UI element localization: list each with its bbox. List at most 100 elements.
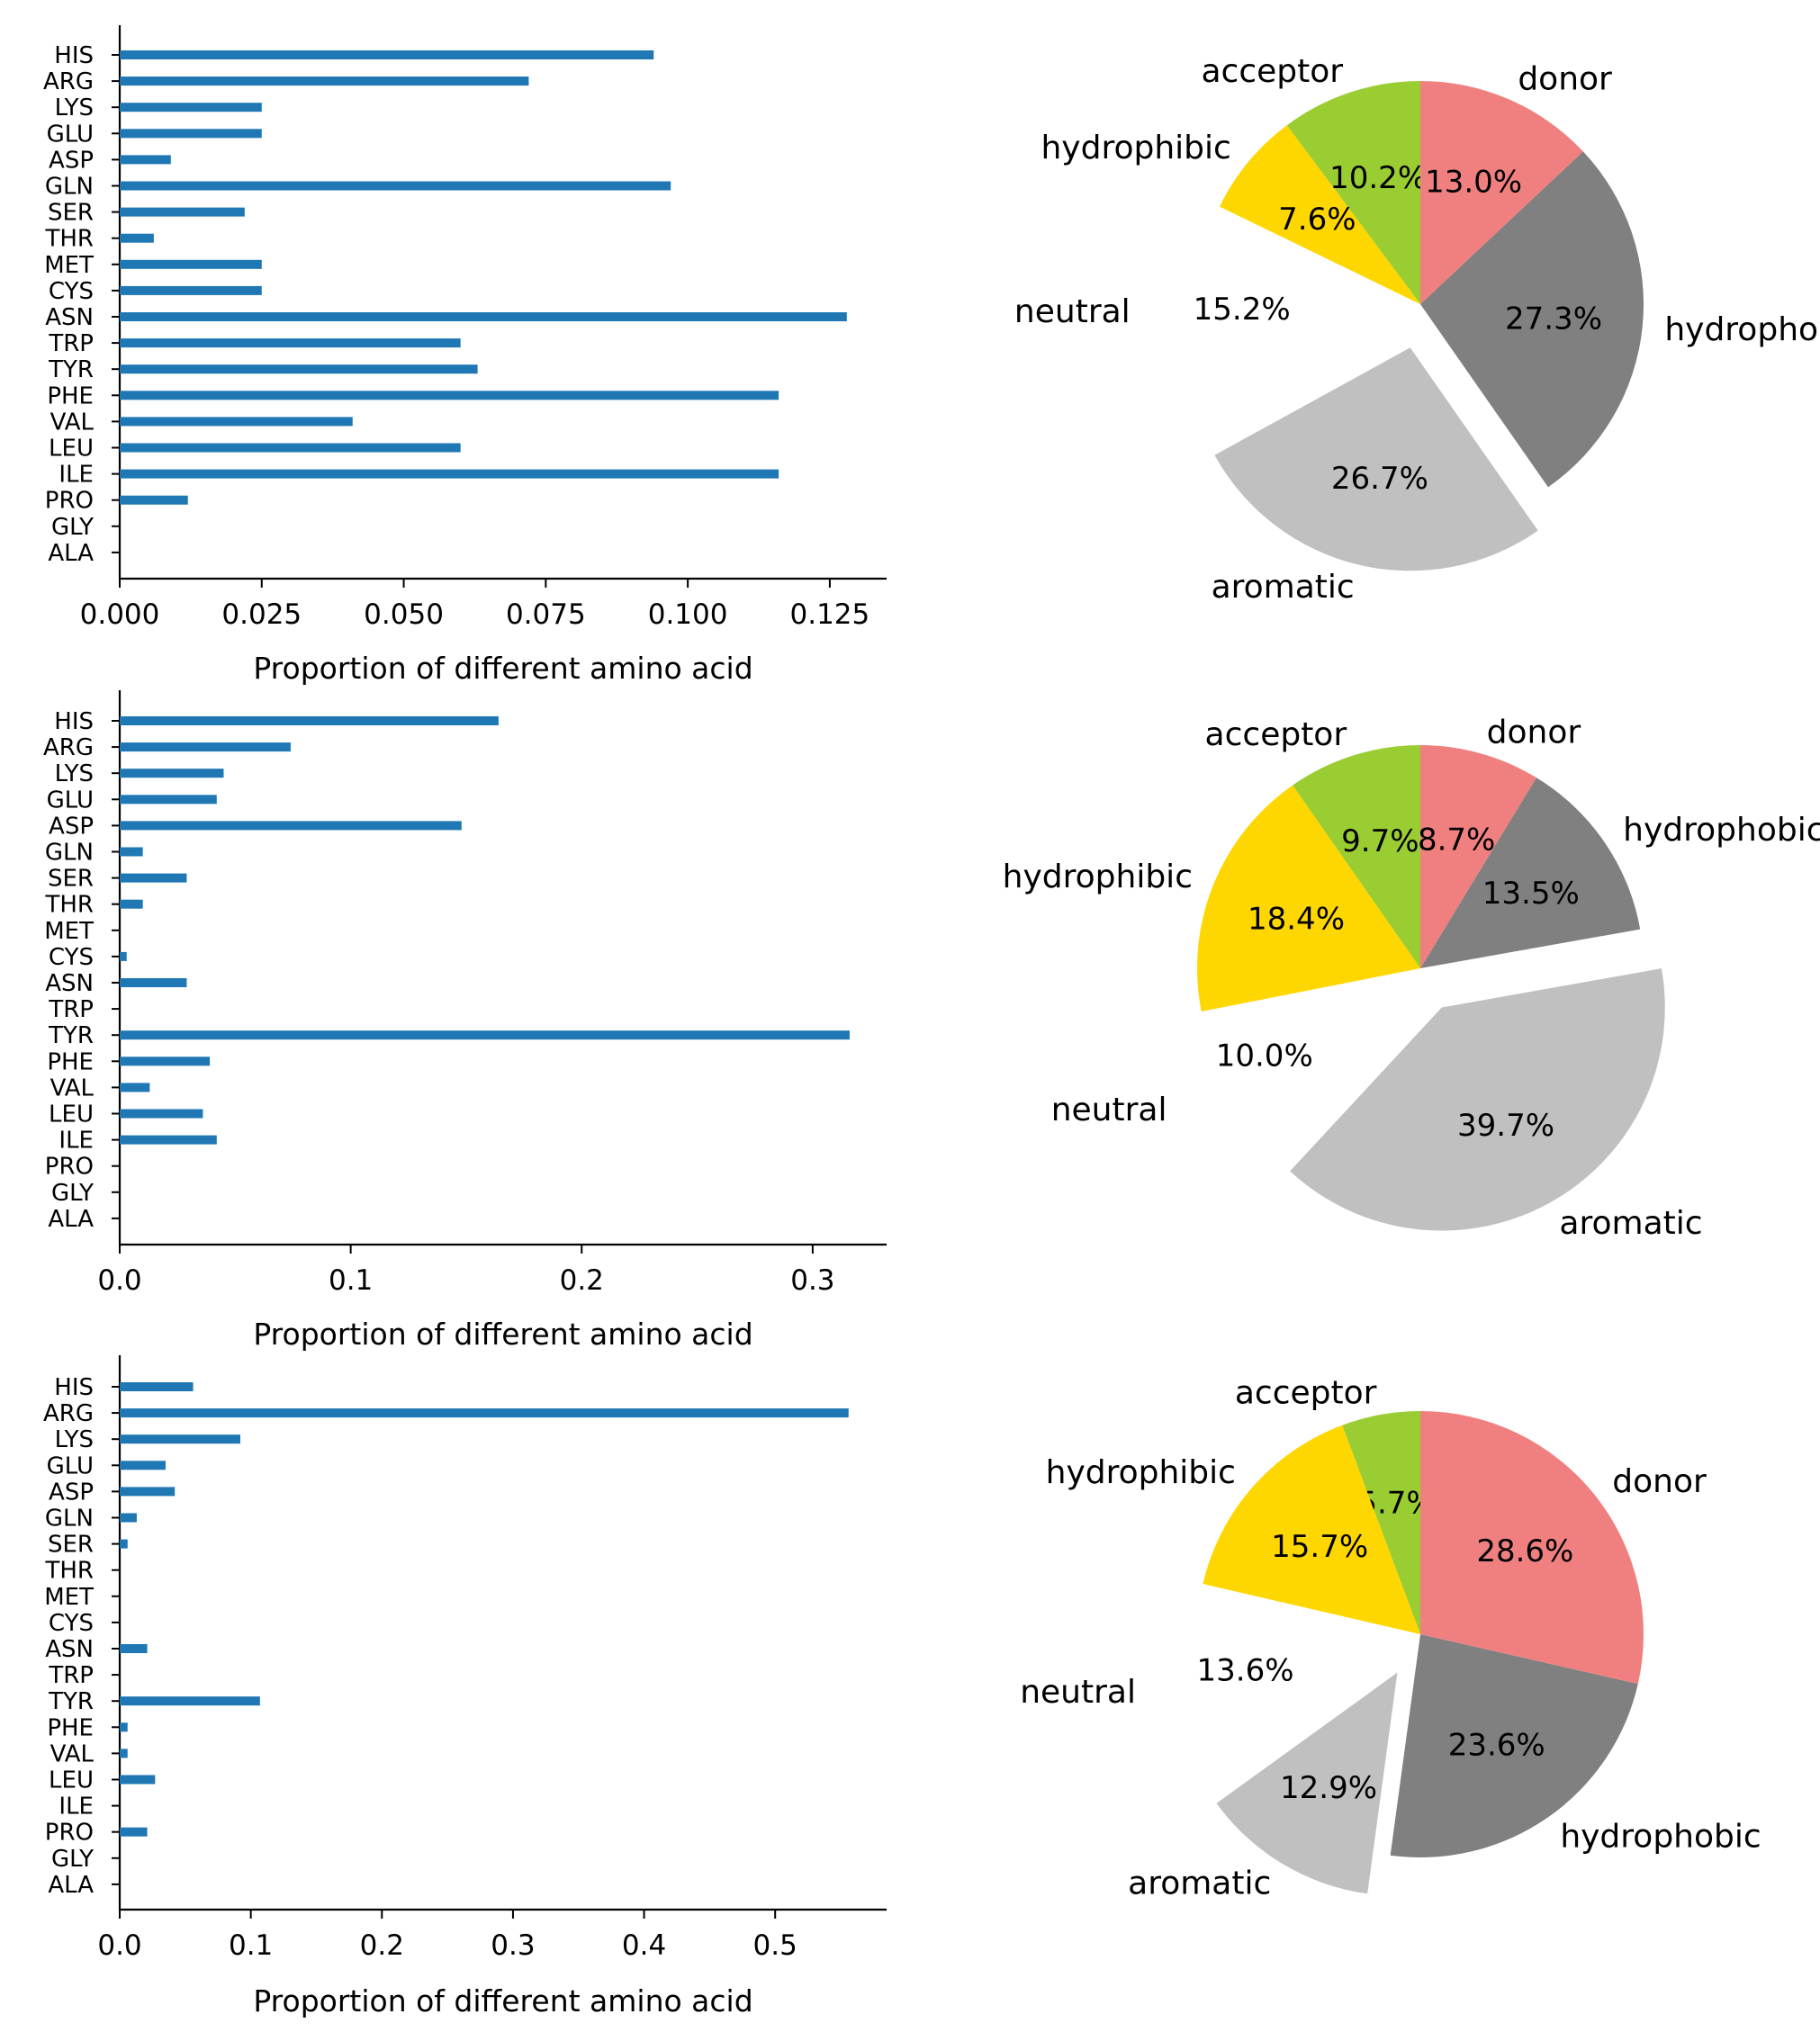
x-tick-label: 0.025 — [221, 598, 302, 631]
y-tick-label: PHE — [47, 382, 94, 409]
bar-gln — [120, 181, 671, 191]
bar-asp — [120, 1487, 176, 1497]
y-tick-label: GLN — [45, 1506, 94, 1533]
bar-asn — [120, 978, 187, 987]
bar-tyr — [120, 364, 478, 374]
x-axis-label: Proportion of different amino acid — [253, 1983, 752, 2019]
y-tick-label: VAL — [50, 409, 95, 436]
bar-ser — [120, 873, 187, 883]
x-axis-label: Proportion of different amino acid — [253, 1317, 752, 1352]
y-tick-label: ASP — [49, 813, 94, 840]
pie-slice-neutral — [1152, 207, 1376, 413]
bar-phe — [120, 1056, 211, 1066]
y-tick-label: ARG — [43, 734, 94, 761]
pie-slice-donor — [1420, 745, 1536, 968]
bar-asn — [120, 312, 847, 321]
y-tick-label: GLY — [51, 1180, 94, 1207]
bar-pro — [120, 495, 188, 505]
bar-lys — [120, 103, 262, 112]
pie-category-label: acceptor — [1201, 53, 1343, 90]
bar-phe — [120, 1722, 128, 1732]
x-tick-label: 0.100 — [648, 598, 728, 631]
bar-ile — [120, 1135, 217, 1145]
x-tick-label: 0.0 — [97, 1929, 141, 1962]
bar-gln — [120, 847, 143, 857]
y-tick-label: ASN — [45, 304, 94, 331]
bar-thr — [120, 233, 154, 243]
x-tick-label: 0.050 — [364, 598, 444, 631]
x-tick-label: 0.1 — [329, 1264, 373, 1297]
y-tick-label: TRP — [48, 330, 94, 357]
bar-glu — [120, 1461, 166, 1470]
x-tick-label: 0.075 — [506, 598, 586, 631]
bar-ile — [120, 469, 779, 479]
y-tick-label: TYR — [48, 1022, 94, 1049]
pie-pct-label: 13.5% — [1482, 876, 1580, 912]
pie-category-label: aromatic — [1128, 1866, 1271, 1902]
pie-pct-label: 28.6% — [1476, 1533, 1573, 1569]
y-tick-label: PRO — [45, 1154, 94, 1181]
y-tick-label: HIS — [54, 42, 94, 69]
pie-category-label: acceptor — [1235, 1375, 1377, 1412]
bar-lys — [120, 1434, 240, 1444]
pie-slice-hydrophobic — [1420, 778, 1641, 968]
y-tick-label: PRO — [45, 488, 94, 515]
x-tick-label: 0.0 — [97, 1264, 141, 1297]
y-tick-label: GLU — [47, 787, 94, 814]
pie-pct-label: 13.0% — [1425, 164, 1522, 200]
pie-pct-label: 39.7% — [1457, 1108, 1554, 1144]
pie-category-label: hydrophibic — [1046, 1454, 1236, 1491]
bar-arg — [120, 76, 529, 86]
pie-slice-donor — [1420, 1411, 1644, 1685]
y-tick-label: TYR — [48, 1688, 94, 1715]
pie-category-label: neutral — [1020, 1674, 1136, 1711]
y-tick-label: THR — [45, 226, 95, 253]
pie-slice-aromatic — [1214, 347, 1538, 571]
x-tick-label: 0.3 — [491, 1929, 535, 1962]
bar-cys — [120, 285, 262, 295]
bar-his — [120, 716, 499, 725]
bar-tyr — [120, 1030, 850, 1040]
y-tick-label: SER — [48, 200, 94, 227]
y-tick-label: VAL — [50, 1740, 95, 1767]
pie-slice-aromatic — [1290, 968, 1665, 1231]
y-tick-label: MET — [44, 1584, 94, 1611]
y-tick-label: ILE — [59, 1128, 94, 1155]
pie-slice-acceptor — [1286, 81, 1420, 304]
bar-chart-1: HISARGLYSGLUASPGLNSERTHRMETCYSASNTRPTYRP… — [43, 25, 887, 686]
y-tick-label: GLU — [47, 121, 94, 148]
bar-chart-3: HISARGLYSGLUASPGLNSERTHRMETCYSASNTRPTYRP… — [43, 1355, 887, 2019]
y-tick-label: GLY — [51, 514, 94, 541]
y-tick-label: ALA — [48, 1206, 94, 1233]
bar-met — [120, 259, 262, 269]
y-tick-label: ARG — [43, 1400, 94, 1427]
y-tick-label: THR — [45, 892, 95, 919]
y-tick-label: MET — [44, 252, 94, 279]
y-tick-label: ALA — [48, 540, 94, 567]
x-tick-label: 0.3 — [790, 1264, 834, 1297]
bar-phe — [120, 391, 779, 400]
y-tick-label: ASN — [45, 1636, 94, 1663]
pie-pct-label: 18.4% — [1248, 901, 1345, 937]
pie-category-label: donor — [1612, 1463, 1707, 1500]
bar-val — [120, 1083, 150, 1092]
y-tick-label: LYS — [55, 94, 94, 121]
y-tick-label: TRP — [48, 996, 94, 1023]
y-tick-label: TRP — [48, 1662, 94, 1689]
pie-pct-label: 9.7% — [1341, 823, 1419, 859]
bar-ser — [120, 207, 245, 217]
pie-slice-hydrophibic — [1197, 785, 1420, 1012]
pie-category-label: neutral — [1014, 293, 1131, 330]
pie-pct-label: 26.7% — [1331, 461, 1428, 497]
y-tick-label: VAL — [50, 1074, 95, 1101]
pie-category-label: hydrophibic — [1041, 130, 1230, 166]
pie-pct-label: 23.6% — [1448, 1727, 1545, 1763]
y-tick-label: ARG — [43, 68, 94, 95]
pie-slice-acceptor — [1293, 745, 1420, 968]
pie-slice-donor — [1420, 81, 1583, 304]
pie-slice-neutral — [1162, 990, 1382, 1155]
bar-tyr — [120, 1696, 260, 1706]
y-tick-label: CYS — [49, 944, 94, 971]
pie-category-label: hydrophobic — [1623, 812, 1820, 849]
y-tick-label: SER — [48, 866, 94, 893]
